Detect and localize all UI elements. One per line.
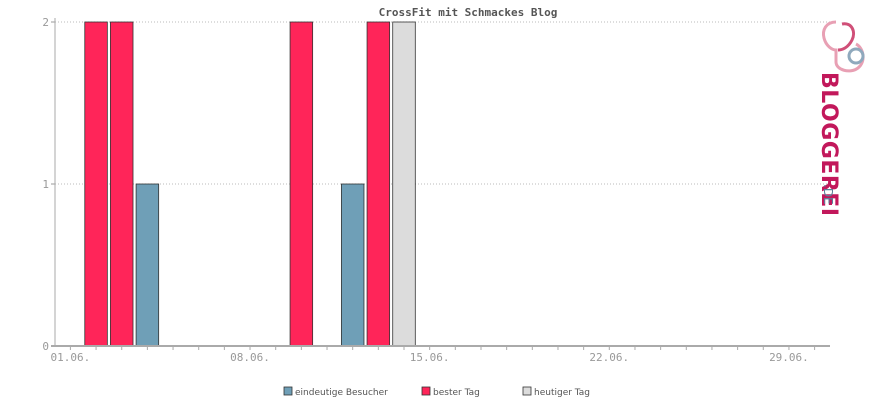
chart-title: CrossFit mit Schmackes Blog xyxy=(379,6,558,19)
y-tick-label: 2 xyxy=(42,16,49,29)
x-tick-label: 29.06. xyxy=(769,351,809,364)
bar xyxy=(84,21,108,347)
legend: eindeutige Besucher bester Tag heutiger Ta… xyxy=(283,386,590,398)
bar xyxy=(340,183,365,347)
x-tick-label: 08.06. xyxy=(230,351,270,364)
x-tick-label: 15.06. xyxy=(410,351,450,364)
legend-label: bester Tag xyxy=(433,388,480,398)
bar xyxy=(110,21,134,347)
legend-label: heutiger Tag xyxy=(534,388,590,398)
axes: 0 1 2 01.06. 08.06. 15.06. 22.06. 29.06. xyxy=(42,16,830,364)
bloggerei-logo-text: BLOGGEREI xyxy=(816,72,841,217)
bar xyxy=(366,21,391,347)
bloggerei-logo-icon xyxy=(822,20,865,73)
bloggerei-logo: BLOGGEREI .DE xyxy=(816,20,865,217)
x-tick-label: 01.06. xyxy=(51,351,91,364)
legend-label: eindeutige Besucher xyxy=(295,388,388,398)
x-tick-label: 22.06. xyxy=(589,351,629,364)
legend-swatch xyxy=(283,386,293,396)
bar xyxy=(392,21,416,347)
gridlines xyxy=(55,21,830,185)
bar xyxy=(289,21,314,347)
bloggerei-logo-suffix: .DE xyxy=(821,184,835,205)
y-tick-label: 0 xyxy=(42,340,49,353)
bar xyxy=(135,183,160,347)
legend-swatch xyxy=(421,386,431,396)
legend-swatch xyxy=(522,386,532,396)
y-tick-label: 1 xyxy=(42,178,49,191)
